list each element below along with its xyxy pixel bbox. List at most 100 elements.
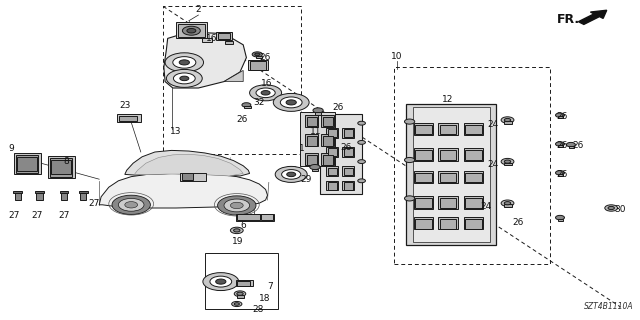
Bar bbox=[326, 128, 338, 138]
Circle shape bbox=[216, 279, 226, 284]
Bar bbox=[465, 150, 482, 160]
Bar bbox=[413, 107, 490, 242]
Circle shape bbox=[358, 179, 365, 183]
Text: SZT4B1110A: SZT4B1110A bbox=[584, 302, 634, 311]
Circle shape bbox=[608, 206, 614, 210]
Circle shape bbox=[112, 195, 150, 214]
Circle shape bbox=[275, 166, 307, 182]
Circle shape bbox=[173, 57, 196, 68]
Bar bbox=[558, 174, 563, 176]
Circle shape bbox=[504, 160, 511, 163]
Bar bbox=[342, 128, 354, 138]
Circle shape bbox=[501, 117, 514, 123]
Bar bbox=[312, 169, 318, 171]
Bar bbox=[394, 67, 550, 264]
Bar bbox=[558, 116, 563, 118]
Text: 26: 26 bbox=[237, 116, 248, 124]
Bar bbox=[225, 41, 233, 44]
Text: 27: 27 bbox=[88, 199, 100, 208]
Text: 26: 26 bbox=[333, 103, 344, 112]
Bar bbox=[305, 134, 318, 146]
Circle shape bbox=[242, 103, 251, 107]
Bar bbox=[438, 217, 458, 229]
Bar bbox=[320, 114, 362, 194]
Circle shape bbox=[261, 91, 270, 95]
Bar bbox=[307, 155, 317, 165]
Circle shape bbox=[125, 202, 138, 208]
Bar bbox=[321, 115, 334, 127]
Text: 9: 9 bbox=[8, 144, 14, 153]
Bar bbox=[344, 129, 353, 137]
Bar bbox=[236, 214, 274, 221]
Circle shape bbox=[358, 160, 365, 164]
Bar bbox=[344, 148, 353, 156]
Bar bbox=[202, 38, 212, 42]
Bar bbox=[465, 125, 482, 134]
Circle shape bbox=[166, 69, 202, 87]
Circle shape bbox=[556, 171, 564, 175]
Circle shape bbox=[165, 53, 204, 72]
Circle shape bbox=[501, 158, 514, 165]
Circle shape bbox=[256, 88, 275, 98]
Circle shape bbox=[234, 291, 246, 297]
Bar bbox=[464, 171, 483, 183]
Text: 28: 28 bbox=[253, 305, 264, 314]
Bar bbox=[569, 146, 574, 148]
Bar bbox=[250, 61, 266, 70]
Bar bbox=[328, 182, 337, 190]
Bar bbox=[438, 123, 458, 135]
Bar bbox=[36, 191, 43, 200]
Bar bbox=[176, 22, 207, 38]
Polygon shape bbox=[125, 150, 250, 176]
Bar bbox=[305, 153, 318, 165]
Text: 26: 26 bbox=[512, 218, 524, 227]
Text: 26: 26 bbox=[557, 112, 568, 121]
Bar bbox=[438, 148, 458, 161]
Bar bbox=[256, 56, 262, 58]
Text: 19: 19 bbox=[232, 237, 243, 246]
Text: 26: 26 bbox=[557, 170, 568, 179]
Bar bbox=[60, 191, 68, 193]
Text: 24: 24 bbox=[480, 202, 492, 211]
Bar bbox=[305, 115, 318, 127]
Circle shape bbox=[234, 229, 240, 232]
Bar bbox=[415, 198, 432, 208]
Bar bbox=[205, 253, 278, 309]
Bar bbox=[465, 173, 482, 182]
Bar bbox=[438, 196, 458, 209]
Bar bbox=[415, 219, 432, 229]
Text: 24: 24 bbox=[488, 120, 499, 129]
Bar bbox=[464, 148, 483, 161]
Circle shape bbox=[605, 205, 618, 211]
Circle shape bbox=[218, 196, 256, 215]
Bar bbox=[464, 123, 483, 135]
Bar bbox=[180, 173, 206, 181]
Bar bbox=[261, 214, 273, 220]
Bar bbox=[236, 280, 253, 286]
Circle shape bbox=[504, 118, 511, 122]
Text: 18: 18 bbox=[259, 294, 271, 303]
Bar bbox=[342, 147, 354, 157]
Text: 12: 12 bbox=[442, 95, 454, 104]
Circle shape bbox=[501, 200, 514, 206]
Bar bbox=[558, 145, 563, 147]
Bar bbox=[344, 182, 353, 190]
Bar bbox=[326, 181, 338, 190]
Bar bbox=[16, 155, 38, 173]
Text: 24: 24 bbox=[488, 160, 499, 169]
Bar bbox=[13, 191, 22, 193]
Bar bbox=[237, 214, 260, 220]
Bar bbox=[307, 117, 317, 126]
Circle shape bbox=[230, 227, 243, 234]
Circle shape bbox=[234, 303, 239, 305]
Circle shape bbox=[404, 119, 415, 124]
Text: 16: 16 bbox=[261, 79, 273, 88]
Bar bbox=[328, 129, 337, 137]
Bar bbox=[342, 181, 354, 190]
Polygon shape bbox=[224, 70, 243, 82]
Text: 26: 26 bbox=[259, 53, 271, 62]
Bar bbox=[440, 125, 456, 134]
Bar bbox=[216, 32, 232, 40]
Bar bbox=[406, 104, 496, 245]
Circle shape bbox=[180, 76, 189, 81]
